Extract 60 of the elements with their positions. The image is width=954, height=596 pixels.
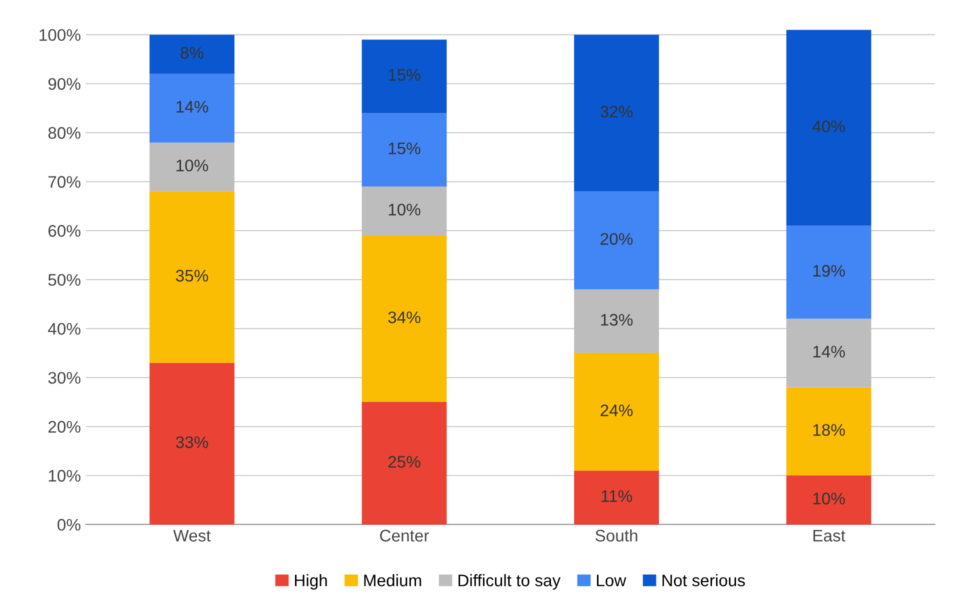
data-label: 40%	[812, 120, 845, 132]
y-tick-label: 30%	[48, 372, 80, 384]
x-tick-label: West	[173, 530, 211, 542]
bar	[362, 236, 447, 402]
bar	[362, 186, 447, 236]
data-label: 35%	[176, 270, 208, 282]
bar	[362, 40, 447, 114]
x-tick-label: East	[813, 530, 846, 542]
bar	[150, 191, 234, 363]
data-label: 32%	[600, 106, 633, 118]
data-label: 19%	[813, 264, 845, 277]
bar	[574, 34, 659, 192]
data-label: 13%	[601, 314, 633, 326]
bar	[786, 226, 872, 319]
data-label: 14%	[813, 346, 845, 358]
legend-label: Low	[596, 574, 626, 586]
data-label: 10%	[388, 204, 420, 216]
legend-label: High	[295, 574, 327, 590]
y-tick-label: 100%	[40, 29, 80, 41]
y-tick-label: 80%	[48, 127, 80, 139]
bar	[574, 191, 659, 290]
data-label: 8%	[180, 46, 204, 59]
data-label: 10%	[176, 160, 208, 172]
y-tick-label: 40%	[48, 322, 80, 335]
y-tick-label: 0%	[58, 518, 80, 531]
bar	[786, 387, 872, 476]
data-label: 10%	[813, 492, 845, 504]
bar	[150, 362, 234, 524]
y-tick-label: 90%	[48, 78, 80, 90]
y-tick-label: 10%	[48, 470, 80, 482]
data-label: 18%	[813, 424, 845, 436]
bar	[150, 142, 234, 192]
bar	[150, 34, 234, 74]
bar	[362, 113, 447, 187]
bar	[786, 30, 872, 226]
data-label: 25%	[388, 456, 420, 468]
x-tick-label: Center	[380, 530, 429, 542]
data-label: 11%	[602, 490, 632, 502]
data-label: 33%	[176, 436, 208, 448]
bar	[786, 318, 872, 388]
bar	[574, 289, 659, 354]
bar	[574, 470, 659, 524]
y-tick-label: 20%	[48, 420, 80, 433]
y-tick-label: 70%	[48, 176, 80, 188]
legend-label: Medium	[364, 574, 422, 586]
y-tick-label: 60%	[48, 225, 80, 237]
bar	[786, 476, 872, 524]
legend-label: Difficult to say	[458, 574, 561, 590]
data-label: 15%	[388, 142, 420, 154]
legend-label: Not serious	[662, 574, 745, 586]
bar	[362, 402, 447, 524]
data-label: 20%	[600, 233, 633, 245]
data-label: 15%	[388, 69, 420, 81]
data-label: 24%	[600, 404, 633, 416]
bar	[574, 353, 659, 471]
x-tick-label: South	[596, 529, 638, 542]
data-label: 14%	[176, 100, 208, 113]
bar	[150, 74, 234, 142]
data-label: 34%	[388, 311, 420, 324]
y-tick-label: 50%	[48, 274, 80, 286]
